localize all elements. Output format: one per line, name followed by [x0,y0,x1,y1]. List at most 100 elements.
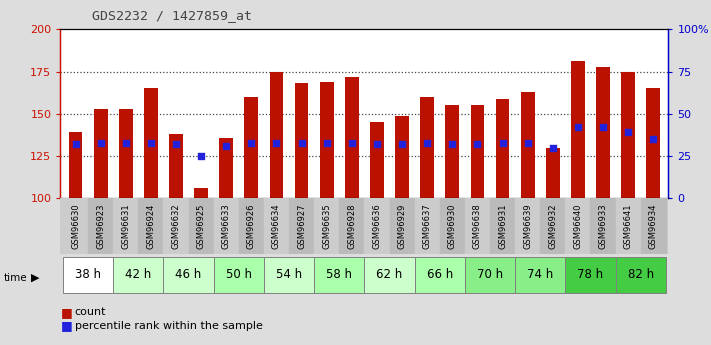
Bar [164,198,188,254]
Bar [219,138,233,198]
Bar [245,97,258,198]
Bar [439,198,465,254]
Bar [239,198,264,254]
Bar [465,257,515,293]
Bar [520,92,535,198]
Bar [294,83,309,198]
Point [296,140,307,145]
Bar [621,71,635,198]
Text: ■: ■ [60,319,73,333]
Point [246,140,257,145]
Text: GSM96638: GSM96638 [473,203,482,249]
Bar [139,198,164,254]
Bar [314,257,364,293]
Point [220,143,232,149]
Bar [164,257,214,293]
Bar [94,109,107,198]
Text: GSM96927: GSM96927 [297,203,306,249]
Bar [113,198,139,254]
Text: GSM96639: GSM96639 [523,203,532,249]
Text: 46 h: 46 h [176,268,202,281]
Bar [364,257,415,293]
Text: GSM96932: GSM96932 [548,203,557,249]
Text: GSM96933: GSM96933 [599,203,607,249]
Bar [571,61,585,198]
Text: GSM96924: GSM96924 [146,203,156,249]
Bar [214,198,239,254]
Text: GDS2232 / 1427859_at: GDS2232 / 1427859_at [92,9,252,22]
Text: 70 h: 70 h [477,268,503,281]
Bar [113,257,164,293]
Text: GSM96632: GSM96632 [171,203,181,249]
Bar [596,67,610,198]
Bar [214,257,264,293]
Bar [264,257,314,293]
Text: count: count [75,307,106,317]
Bar [390,198,415,254]
Text: GSM96923: GSM96923 [96,203,105,249]
Text: GSM96636: GSM96636 [373,203,381,249]
Text: 58 h: 58 h [326,268,352,281]
Text: time: time [4,273,27,283]
Point [371,141,383,147]
Bar [646,89,661,198]
Point [145,140,156,145]
Bar [641,198,665,254]
Point [196,153,207,159]
Point [547,145,558,150]
Bar [540,198,565,254]
Point [422,140,433,145]
Bar [88,198,113,254]
Bar [264,198,289,254]
Point [396,141,407,147]
Text: GSM96631: GSM96631 [122,203,130,249]
Bar [565,198,590,254]
Bar [188,198,214,254]
Text: 50 h: 50 h [226,268,252,281]
Point [497,140,508,145]
Text: 54 h: 54 h [276,268,302,281]
Bar [420,97,434,198]
Text: GSM96640: GSM96640 [573,203,582,249]
Bar [515,257,565,293]
Bar [490,198,515,254]
Text: GSM96635: GSM96635 [322,203,331,249]
Bar [445,105,459,198]
Bar [144,89,158,198]
Point [346,140,358,145]
Bar [546,148,560,198]
Point [597,125,609,130]
Text: percentile rank within the sample: percentile rank within the sample [75,321,262,331]
Text: 38 h: 38 h [75,268,101,281]
Bar [364,198,390,254]
Text: ▶: ▶ [31,273,40,283]
Bar [269,71,284,198]
Bar [63,198,88,254]
Text: GSM96930: GSM96930 [448,203,456,249]
Point [271,140,282,145]
Text: GSM96634: GSM96634 [272,203,281,249]
Bar [370,122,384,198]
Bar [68,132,82,198]
Point [171,141,182,147]
Bar [63,257,113,293]
Bar [496,99,510,198]
Bar [395,116,409,198]
Text: GSM96929: GSM96929 [397,203,407,249]
Text: GSM96931: GSM96931 [498,203,507,249]
Point [70,141,81,147]
Point [471,141,483,147]
Bar [314,198,339,254]
Point [572,125,584,130]
Bar [616,198,641,254]
Bar [345,77,359,198]
Text: GSM96630: GSM96630 [71,203,80,249]
Text: GSM96641: GSM96641 [624,203,633,249]
Text: GSM96934: GSM96934 [648,203,658,249]
Point [95,140,107,145]
Point [522,140,533,145]
Text: 82 h: 82 h [628,268,654,281]
Point [321,140,333,145]
Bar [339,198,364,254]
Bar [289,198,314,254]
